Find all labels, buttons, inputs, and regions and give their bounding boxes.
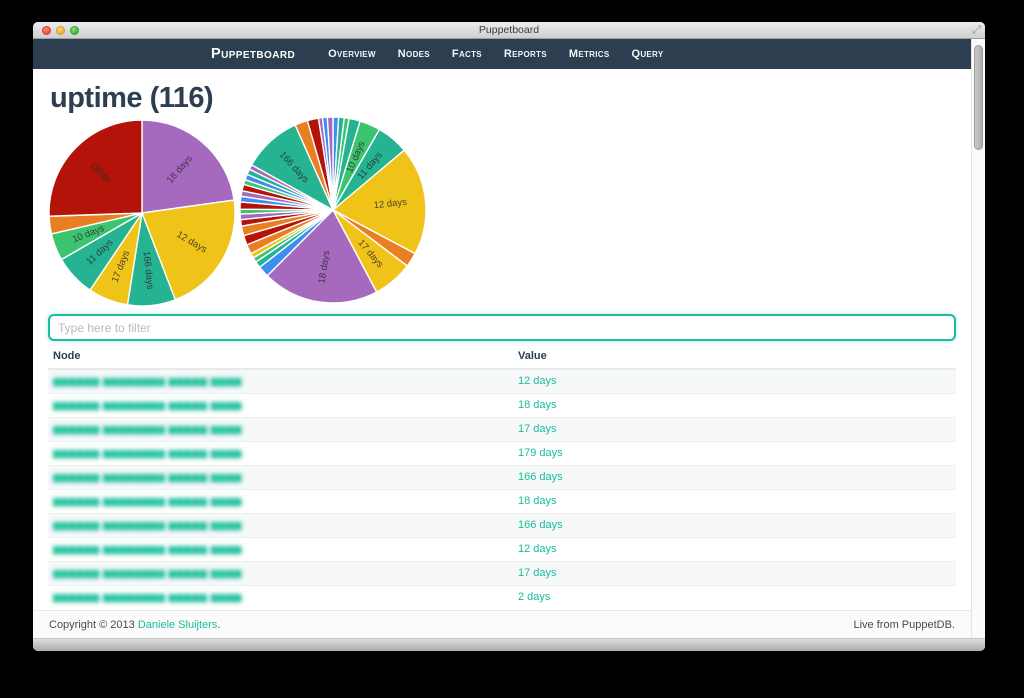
pie-slice-other[interactable] <box>48 119 143 217</box>
pie-slice-label: 18 days <box>317 249 333 284</box>
nav-item-reports[interactable]: Reports <box>503 48 547 60</box>
fact-value-link[interactable]: 2 days <box>518 591 551 604</box>
pie-slice-18-days[interactable] <box>141 119 235 214</box>
node-link[interactable]: ▆▆▆▆▆▆ ▆▆▆▆▆▆▆▆ ▆▆▆▆▆ ▆▆▆▆ <box>53 520 242 531</box>
navbar: Puppetboard Overview Nodes Facts Reports… <box>33 39 971 69</box>
table-row: ▆▆▆▆▆▆ ▆▆▆▆▆▆▆▆ ▆▆▆▆▆ ▆▆▆▆ 18 days <box>48 488 956 513</box>
node-link[interactable]: ▆▆▆▆▆▆ ▆▆▆▆▆▆▆▆ ▆▆▆▆▆ ▆▆▆▆ <box>53 400 242 411</box>
filter-input[interactable] <box>48 314 956 341</box>
window-title: Puppetboard <box>478 24 540 36</box>
copyright-prefix: Copyright © 2013 <box>49 618 138 631</box>
table-row: ▆▆▆▆▆▆ ▆▆▆▆▆▆▆▆ ▆▆▆▆▆ ▆▆▆▆ 166 days <box>48 464 956 489</box>
vertical-scrollbar-thumb[interactable] <box>974 45 983 150</box>
table-row: ▆▆▆▆▆▆ ▆▆▆▆▆▆▆▆ ▆▆▆▆▆ ▆▆▆▆ 17 days <box>48 416 956 441</box>
fact-value-link[interactable]: 12 days <box>518 543 557 555</box>
table-row: ▆▆▆▆▆▆ ▆▆▆▆▆▆▆▆ ▆▆▆▆▆ ▆▆▆▆ 17 days <box>48 560 956 585</box>
window-bottom-bar <box>33 638 985 651</box>
close-button[interactable] <box>42 26 51 35</box>
fact-value-link[interactable]: 12 days <box>518 375 557 388</box>
node-link[interactable]: ▆▆▆▆▆▆ ▆▆▆▆▆▆▆▆ ▆▆▆▆▆ ▆▆▆▆ <box>53 448 242 459</box>
table-row: ▆▆▆▆▆▆ ▆▆▆▆▆▆▆▆ ▆▆▆▆▆ ▆▆▆▆ 166 days <box>48 512 956 537</box>
live-from-puppetdb-text: Live from PuppetDB. <box>853 618 956 631</box>
fact-value-link[interactable]: 17 days <box>518 567 557 579</box>
node-link[interactable]: ▆▆▆▆▆▆ ▆▆▆▆▆▆▆▆ ▆▆▆▆▆ ▆▆▆▆ <box>53 544 242 555</box>
nav-item-overview[interactable]: Overview <box>328 48 376 60</box>
fact-value-link[interactable]: 166 days <box>518 471 563 483</box>
node-link[interactable]: ▆▆▆▆▆▆ ▆▆▆▆▆▆▆▆ ▆▆▆▆▆ ▆▆▆▆ <box>53 496 242 507</box>
node-link[interactable]: ▆▆▆▆▆▆ ▆▆▆▆▆▆▆▆ ▆▆▆▆▆ ▆▆▆▆ <box>53 472 242 483</box>
pie-slice[interactable] <box>326 116 334 211</box>
nav-item-facts[interactable]: Facts <box>451 48 482 60</box>
fact-value-link[interactable]: 179 days <box>518 447 563 459</box>
navbar-items: Overview Nodes Facts Reports Metrics Que… <box>317 39 674 69</box>
fact-value-link[interactable]: 18 days <box>518 399 557 411</box>
copyright-text: Copyright © 2013 Daniele Sluijters. <box>49 619 220 631</box>
page-title: uptime (116) <box>50 82 214 114</box>
copyright-suffix: . <box>217 618 221 631</box>
pie-slice-12-days[interactable] <box>141 199 236 301</box>
node-link[interactable]: ▆▆▆▆▆▆ ▆▆▆▆▆▆▆▆ ▆▆▆▆▆ ▆▆▆▆ <box>53 424 242 435</box>
vertical-scrollbar[interactable] <box>971 39 985 638</box>
table-row: ▆▆▆▆▆▆ ▆▆▆▆▆▆▆▆ ▆▆▆▆▆ ▆▆▆▆ 2 days <box>48 584 956 609</box>
fact-value-link[interactable]: 18 days <box>518 495 557 507</box>
nav-item-query[interactable]: Query <box>631 48 664 60</box>
table-row: ▆▆▆▆▆▆ ▆▆▆▆▆▆▆▆ ▆▆▆▆▆ ▆▆▆▆ 12 days <box>48 536 956 561</box>
zoom-button[interactable] <box>70 26 79 35</box>
pie-slice-18-days[interactable] <box>266 209 378 304</box>
browser-viewport: Puppetboard Overview Nodes Facts Reports… <box>33 39 971 638</box>
window-resize-icon[interactable]: ⤢ <box>972 24 981 36</box>
mac-window: Puppetboard ⤢ Puppetboard Overview Nodes… <box>33 22 985 651</box>
table-header-row: Node Value <box>48 344 956 370</box>
minimize-button[interactable] <box>56 26 65 35</box>
window-titlebar[interactable]: Puppetboard ⤢ <box>33 22 985 39</box>
facts-table: Node Value ▆▆▆▆▆▆ ▆▆▆▆▆▆▆▆ ▆▆▆▆▆ ▆▆▆▆ 12… <box>48 344 956 609</box>
column-header-node: Node <box>48 344 513 370</box>
pie-slice-label: 12 days <box>373 197 407 211</box>
table-row: ▆▆▆▆▆▆ ▆▆▆▆▆▆▆▆ ▆▆▆▆▆ ▆▆▆▆ 179 days <box>48 440 956 465</box>
fact-value-link[interactable]: 17 days <box>518 423 557 435</box>
nav-item-metrics[interactable]: Metrics <box>568 48 610 60</box>
node-link[interactable]: ▆▆▆▆▆▆ ▆▆▆▆▆▆▆▆ ▆▆▆▆▆ ▆▆▆▆ <box>53 592 242 604</box>
author-link[interactable]: Daniele Sluijters <box>137 618 218 631</box>
pie-slice-label: 166 days <box>140 251 155 291</box>
column-header-value: Value <box>513 344 956 370</box>
node-link[interactable]: ▆▆▆▆▆▆ ▆▆▆▆▆▆▆▆ ▆▆▆▆▆ ▆▆▆▆ <box>53 376 242 388</box>
nav-item-nodes[interactable]: Nodes <box>397 48 430 60</box>
table-row: ▆▆▆▆▆▆ ▆▆▆▆▆▆▆▆ ▆▆▆▆▆ ▆▆▆▆ 12 days <box>48 368 956 393</box>
navbar-brand[interactable]: Puppetboard <box>211 46 296 62</box>
fact-value-link[interactable]: 166 days <box>518 519 563 531</box>
pie-slice-12-days[interactable] <box>332 149 427 255</box>
page-footer: Copyright © 2013 Daniele Sluijters. Live… <box>33 610 971 638</box>
node-link[interactable]: ▆▆▆▆▆▆ ▆▆▆▆▆▆▆▆ ▆▆▆▆▆ ▆▆▆▆ <box>53 568 242 579</box>
table-row: ▆▆▆▆▆▆ ▆▆▆▆▆▆▆▆ ▆▆▆▆▆ ▆▆▆▆ 18 days <box>48 392 956 417</box>
